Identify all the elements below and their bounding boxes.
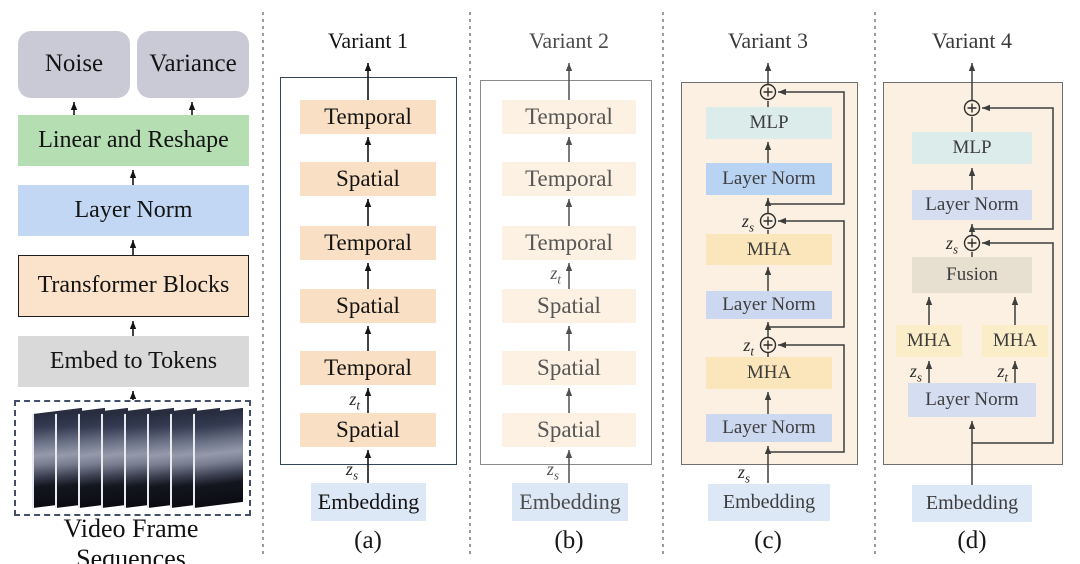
variant1-caption: (a) [354,527,382,554]
embedding-box: Embedding [708,484,830,521]
zt-label: zt [997,361,1008,385]
variant1-title: Variant 1 [327,28,409,53]
layer-norm-box: Layer Norm [18,185,249,236]
block-spatial: Spatial [502,351,636,385]
block-layer-norm: Layer Norm [908,383,1036,417]
zs-label: zs [345,459,358,483]
variant1-outline [280,77,457,465]
separator [469,12,471,556]
block-temporal: Temporal [502,100,636,134]
block-layer-norm: Layer Norm [706,291,832,319]
variant2-title: Variant 2 [528,28,610,53]
linear-reshape-box: Linear and Reshape [18,115,249,166]
block-mha: MHA [706,234,832,265]
block-mha: MHA [982,325,1048,357]
block-spatial: Spatial [502,289,636,323]
block-temporal: Temporal [300,100,436,134]
separator [262,12,264,556]
block-temporal: Temporal [300,351,436,385]
zs-label: zs [741,211,754,235]
block-spatial: Spatial [300,413,436,447]
variant3-title: Variant 3 [727,28,809,53]
block-mha: MHA [896,325,962,357]
video-frame [193,407,243,509]
block-mlp: MLP [912,132,1032,164]
variant3-panel [681,82,858,465]
embedding-box: Embedding [512,483,628,521]
zt-label: zt [743,335,754,359]
block-layer-norm: Layer Norm [912,190,1032,220]
embed-tokens-box: Embed to Tokens [18,336,249,387]
zs-label: zs [909,361,922,385]
embedding-box: Embedding [311,483,426,521]
zs-label: zs [737,462,750,486]
block-temporal: Temporal [502,226,636,260]
block-temporal: Temporal [300,226,436,260]
block-mha: MHA [706,357,832,389]
variant3-caption: (c) [754,527,782,554]
zs-label: zs [546,459,559,483]
variant4-title: Variant 4 [931,28,1013,53]
variance-box: Variance [137,31,249,98]
zt-label: zt [349,389,360,413]
separator [662,12,664,556]
noise-box: Noise [18,31,130,98]
video-frames-caption: Video Frame Sequences [63,514,199,564]
block-mlp: MLP [706,107,832,139]
embedding-box: Embedding [912,485,1032,522]
zs-label: zs [945,233,958,257]
block-layer-norm: Layer Norm [706,414,832,442]
block-fusion: Fusion [912,257,1032,293]
separator [874,12,876,556]
variant2-outline [480,80,652,465]
video-frames-box [14,400,251,516]
variant2-caption: (b) [554,527,584,554]
block-spatial: Spatial [502,413,636,447]
block-layer-norm: Layer Norm [706,163,832,195]
block-spatial: Spatial [300,162,436,196]
block-spatial: Spatial [300,289,436,323]
transformer-blocks-box: Transformer Blocks [18,255,249,317]
zt-label: zt [550,263,561,287]
block-temporal: Temporal [502,162,636,196]
variant4-caption: (d) [957,527,987,554]
